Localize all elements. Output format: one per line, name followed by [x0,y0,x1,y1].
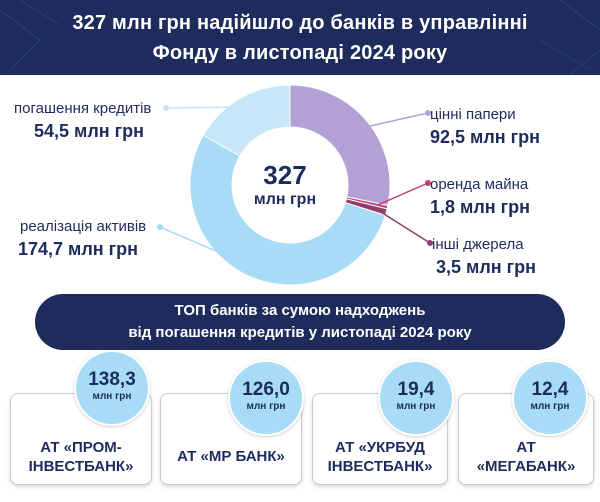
leader-line-asset-sales [159,226,254,269]
bank-value: 19,4 [397,379,435,400]
label-securities-name: цінні папери [430,106,516,123]
bank-value-circle-4: 12,4 млн грн [512,360,588,436]
label-securities: цінні папери 92,5 млн грн [430,104,540,148]
leader-dot-rent [425,180,431,186]
leader-line-securities [359,112,429,129]
slice-asset-sales [189,134,386,286]
donut-center-value: 327 [263,160,307,190]
bank-name: АТ «МЕГАБАНК» [476,439,576,475]
header-pattern [0,0,600,75]
bank-value: 126,0 [242,379,290,400]
header: 327 млн грн надійшло до банків в управлі… [0,0,600,75]
label-loan-repayment-value: 54,5 млн грн [34,121,145,141]
label-asset-sales-name: реалізація активів [20,218,147,235]
label-securities-value: 92,5 млн грн [430,127,541,147]
label-rent-value: 1,8 млн грн [430,197,531,217]
bank-value: 138,3 [88,369,136,390]
label-rent: оренда майна 1,8 млн грн [430,174,530,218]
bank-value: 12,4 [531,379,569,400]
bank-value-circle-3: 19,4 млн грн [378,360,454,436]
donut-center-unit: млн грн [253,191,317,208]
label-other: інші джерела 3,5 млн грн [432,234,536,278]
leader-line-loan-repayment [165,106,246,109]
label-rent-name: оренда майна [430,176,529,193]
donut-chart [157,84,433,286]
bank-unit: млн грн [396,401,436,412]
bank-name: АТ «УКРБУД ІНВЕСТБАНК» [327,439,433,475]
slice-securities [289,84,391,207]
bank-unit: млн грн [92,391,132,402]
label-asset-sales-value: 174,7 млн грн [18,239,139,259]
bank-value-circle-1: 138,3 млн грн [74,350,150,426]
label-loan-repayment-name: погашення кредитів [14,100,152,117]
donut-center: 327 млн грн [230,160,340,210]
leader-dot-other [427,240,433,246]
label-loan-repayment: погашення кредитів 54,5 млн грн [14,98,151,142]
leader-line-rent [377,182,429,206]
slice-loan-repayment [202,84,291,157]
leader-dot-securities [425,110,431,116]
header-title: 327 млн грн надійшло до банків в управлі… [72,11,528,64]
label-asset-sales: реалізація активів 174,7 млн грн [18,216,146,260]
leader-dot-loan-repayment [163,105,169,111]
bank-name: АТ «ПРОМ- ІНВЕСТБАНК» [28,439,134,475]
top-banks-banner: ТОП банків за сумою надходжень від погаш… [35,294,565,350]
bank-unit: млн грн [530,401,570,412]
bank-unit: млн грн [246,401,286,412]
bank-name: АТ «МР БАНК» [177,448,285,465]
leader-line-other [376,208,431,244]
bank-value-circle-2: 126,0 млн грн [228,360,304,436]
label-other-name: інші джерела [432,236,524,253]
leader-dot-asset-sales [157,224,163,230]
label-other-value: 3,5 млн грн [436,257,537,277]
